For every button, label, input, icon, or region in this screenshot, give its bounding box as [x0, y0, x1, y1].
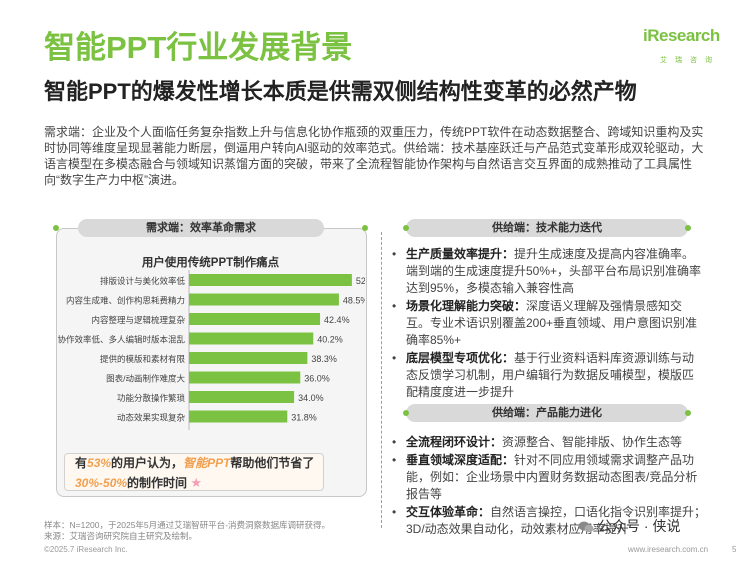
page-subtitle: 智能PPT的爆发性增长本质是供需双侧结构性变革的必然产物	[44, 79, 637, 104]
logo-text: iResearch	[643, 26, 720, 45]
bar	[189, 274, 352, 286]
item-text: 基于行业资料语料库资源训练与动态反馈学习机制，用户编辑行为数据反哺模型，模版匹配…	[406, 351, 695, 399]
bar	[189, 391, 295, 403]
pain-point-bar-chart: 排版设计与美化效率低 52.7% 内容生成难、创作构思耗费精力 48.5% 内容整理与逻…	[57, 270, 365, 430]
item-text: 针对不同应用领域需求调整产品功能，例如：企业场景中内置财务数据动态图表/竞品分析…	[406, 453, 698, 501]
bar	[189, 371, 301, 384]
bar	[189, 313, 321, 325]
value-label: 31.8%	[291, 413, 317, 423]
item-heading: 垂直领域深度适配：	[406, 453, 515, 467]
tech-list: 生产质量效率提升：提升生成速度及提高内容准确率。端到端的生成速度提升50%+，头…	[392, 246, 704, 402]
list-item: 垂直领域深度适配：针对不同应用领域需求调整产品功能，例如：企业场景中内置财务数据…	[392, 452, 708, 503]
bar	[189, 352, 308, 364]
category-label: 协作效率低、多人编辑时版本混乱	[57, 335, 185, 345]
item-text: 深度语义理解及强情景感知交互。专业术语识别覆盖200+垂直领域、用户意图识别准确…	[406, 299, 698, 347]
category-label: 内容生成难、创作构思耗费精力	[66, 296, 185, 306]
intro-paragraph: 需求端：企业及个人面临任务复杂指数上升与信息化协作瓶颈的双重压力，传统PPT软件…	[44, 125, 704, 187]
bar	[189, 293, 339, 306]
corner-dot-icon	[685, 225, 691, 231]
logo-subtext: 艾瑞咨询	[660, 57, 720, 64]
list-item: 场景化理解能力突破：深度语义理解及强情景感知交互。专业术语识别覆盖200+垂直领…	[392, 298, 704, 349]
value-label: 34.0%	[298, 393, 324, 403]
callout-percent: 53%	[87, 456, 112, 470]
bar	[189, 332, 314, 345]
footnote-sample: 样本：N=1200，于2025年5月通过艾瑞智研平台-消费洞察数据库调研获得。	[44, 520, 330, 530]
callout-mid: 的用户认为，	[111, 456, 184, 470]
corner-dot-icon	[403, 225, 409, 231]
callout-end: 的制作时间	[127, 476, 188, 490]
callout-rest: 帮助他们节省了	[230, 456, 315, 470]
category-label: 提供的模版和素材有限	[100, 354, 186, 364]
product-list: 全流程闭环设计：资源整合、智能排版、协作生态等 垂直领域深度适配：针对不同应用领…	[392, 434, 708, 539]
category-label: 动态效果实现复杂	[117, 413, 186, 423]
item-heading: 底层模型专项优化：	[406, 351, 515, 365]
source-url: www.iresearch.com.cn	[628, 545, 709, 554]
page-title: 智能PPT行业发展背景	[44, 30, 353, 65]
iresearch-logo: iResearch	[643, 26, 727, 54]
watermark: 公众号 · 侠说	[578, 516, 680, 536]
category-label: 排版设计与美化效率低	[100, 276, 186, 286]
list-item: 全流程闭环设计：资源整合、智能排版、协作生态等	[392, 434, 708, 451]
item-heading: 生产质量效率提升：	[406, 247, 515, 261]
corner-dot-icon	[362, 225, 368, 231]
tech-panel-heading: 供给端：技术能力迭代	[406, 219, 688, 237]
demand-panel-heading: 需求端：效率革命需求	[78, 219, 324, 237]
time-saving-callout: 有53%的用户认为，智能PPT帮助他们节省了 30%-50%的制作时间 ★	[64, 453, 324, 491]
value-label: 42.4%	[324, 315, 350, 325]
list-item: 底层模型专项优化：基于行业资料语料库资源训练与动态反馈学习机制，用户编辑行为数据…	[392, 350, 704, 401]
value-label: 48.5%	[343, 296, 365, 306]
footnote: 样本：N=1200，于2025年5月通过艾瑞智研平台-消费洞察数据库调研获得。 …	[44, 520, 330, 542]
wechat-icon	[578, 521, 594, 533]
item-text: 提升生成速度及提高内容准确率。端到端的生成速度提升50%+，头部平台布局识别准确…	[406, 247, 702, 295]
product-panel-heading: 供给端：产品能力进化	[406, 404, 688, 422]
section-divider	[381, 232, 382, 528]
value-label: 38.3%	[311, 354, 337, 364]
list-item: 生产质量效率提升：提升生成速度及提高内容准确率。端到端的生成速度提升50%+，头…	[392, 246, 704, 297]
value-label: 36.0%	[304, 374, 330, 384]
item-text: 资源整合、智能排版、协作生态等	[502, 435, 683, 449]
corner-dot-icon	[685, 410, 691, 416]
callout-line-1: 有53%的用户认为，智能PPT帮助他们节省了	[75, 454, 323, 473]
value-label: 52.7%	[356, 276, 365, 286]
corner-dot-icon	[53, 225, 59, 231]
callout-line-2: 30%-50%的制作时间 ★	[75, 473, 323, 493]
item-text: 自然语言操控，口语化指令识别率提升；3D/动态效果自动化，动效素材应用率提升	[406, 505, 707, 536]
category-label: 内容整理与逻辑梳理复杂	[91, 315, 185, 325]
chart-title: 用户使用传统PPT制作痛点	[141, 257, 280, 269]
copyright: ©2025.7 iResearch Inc.	[44, 545, 128, 554]
page-number: 5	[732, 545, 737, 554]
footnote-source: 来源：艾瑞咨询研究院自主研究及绘制。	[44, 531, 198, 541]
category-label: 图表/动画制作难度大	[106, 374, 185, 384]
callout-prefix: 有	[75, 456, 88, 470]
callout-brand: 智能PPT	[183, 456, 231, 470]
value-label: 40.2%	[317, 335, 343, 345]
callout-range: 30%-50%	[75, 476, 128, 490]
corner-dot-icon	[403, 410, 409, 416]
bar	[189, 410, 288, 423]
item-heading: 场景化理解能力突破：	[406, 299, 527, 313]
star-icon: ★	[190, 475, 203, 490]
list-item: 交互体验革命：自然语言操控，口语化指令识别率提升；3D/动态效果自动化，动效素材…	[392, 504, 708, 538]
watermark-text: 公众号 · 侠说	[598, 518, 681, 534]
category-label: 功能分散操作繁琐	[117, 393, 186, 403]
item-heading: 全流程闭环设计：	[406, 435, 503, 449]
item-heading: 交互体验革命：	[406, 505, 491, 519]
